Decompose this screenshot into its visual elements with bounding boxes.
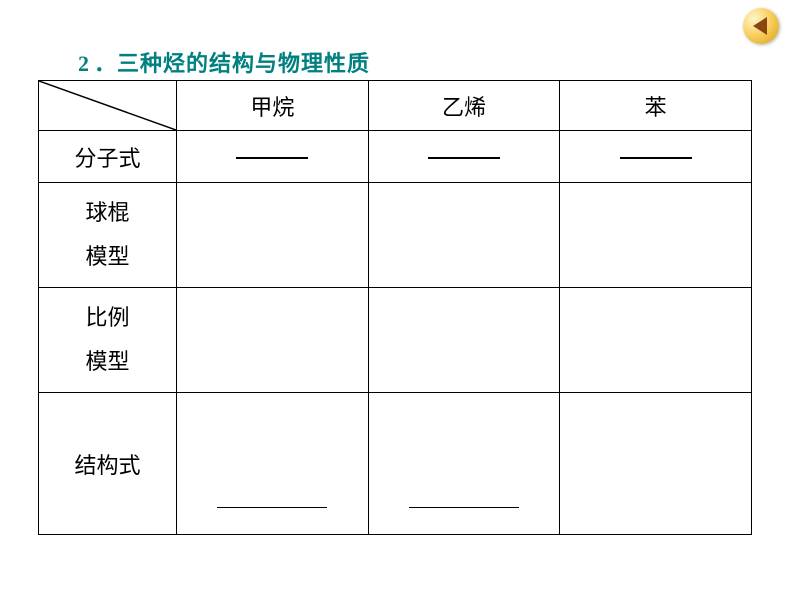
label-line1: 比例: [85, 305, 129, 330]
diagonal-header-cell: [39, 81, 177, 131]
arrow-left-icon: [753, 17, 767, 35]
label-line2: 模型: [85, 349, 129, 374]
label-line2: 模型: [85, 244, 129, 269]
cell-ballstick-benzene: [560, 183, 752, 288]
cell-spacefill-benzene: [560, 288, 752, 393]
label-line1: 球棍: [85, 200, 129, 225]
cell-ballstick-ethylene: [368, 183, 560, 288]
cell-formula-benzene: [560, 131, 752, 183]
blank-fill: [428, 157, 500, 159]
cell-ballstick-methane: [177, 183, 369, 288]
blank-fill: [409, 507, 519, 508]
blank-fill: [217, 507, 327, 508]
cell-structure-benzene: [560, 393, 752, 535]
properties-table: 甲烷 乙烯 苯 分子式 球棍 模型 比例 模型: [38, 80, 752, 535]
cell-spacefill-methane: [177, 288, 369, 393]
row-label-ballstick: 球棍 模型: [39, 183, 177, 288]
col-header-benzene: 苯: [560, 81, 752, 131]
row-label-structure: 结构式: [39, 393, 177, 535]
back-button[interactable]: [743, 8, 779, 44]
page-title: 2．三种烃的结构与物理性质: [78, 46, 370, 78]
title-separator: ．: [94, 51, 117, 76]
blank-fill: [620, 157, 692, 159]
cell-formula-ethylene: [368, 131, 560, 183]
blank-fill: [236, 157, 308, 159]
cell-formula-methane: [177, 131, 369, 183]
cell-structure-ethylene: [368, 393, 560, 535]
row-label-spacefill: 比例 模型: [39, 288, 177, 393]
col-header-ethylene: 乙烯: [368, 81, 560, 131]
cell-structure-methane: [177, 393, 369, 535]
title-number: 2: [78, 51, 90, 76]
col-header-methane: 甲烷: [177, 81, 369, 131]
row-label-formula: 分子式: [39, 131, 177, 183]
cell-spacefill-ethylene: [368, 288, 560, 393]
title-text: 三种烃的结构与物理性质: [117, 51, 370, 76]
